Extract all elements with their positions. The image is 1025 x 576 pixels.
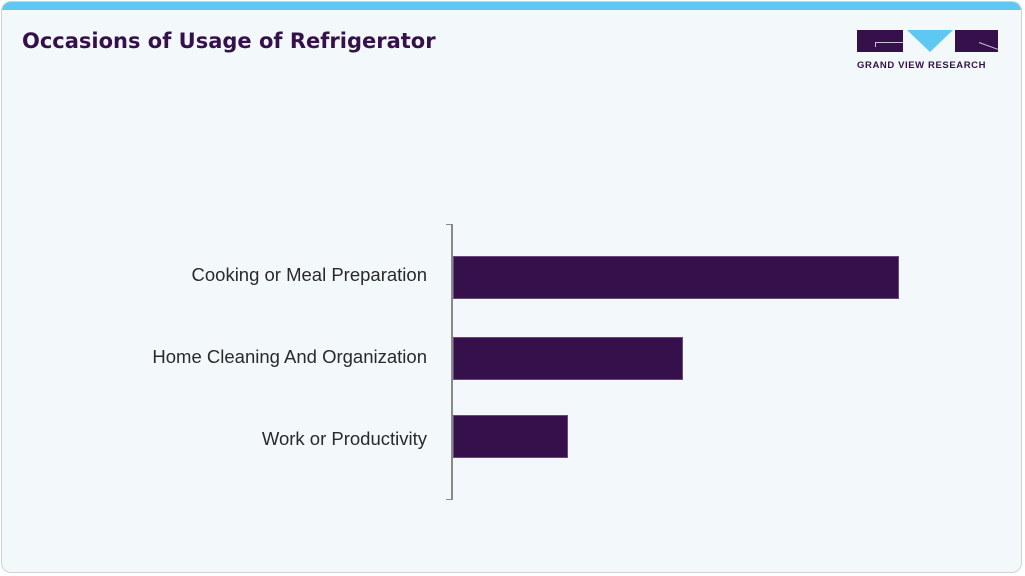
logo-g-mark xyxy=(875,42,903,43)
y-axis-tick-bottom xyxy=(446,499,452,500)
y-axis-tick-top xyxy=(446,224,452,225)
category-label: Work or Productivity xyxy=(261,428,427,449)
bar-home-cleaning-organization xyxy=(453,337,683,380)
category-label: Home Cleaning And Organization xyxy=(152,346,427,367)
logo-g-block-icon xyxy=(857,30,903,52)
grand-view-research-logo: GRAND VIEW RESEARCH xyxy=(857,30,1000,74)
category-label: Cooking or Meal Preparation xyxy=(191,264,428,285)
chart-title: Occasions of Usage of Refrigerator xyxy=(22,29,436,53)
bar-work-productivity xyxy=(453,415,568,458)
logo-text: GRAND VIEW RESEARCH xyxy=(857,60,987,71)
bar-cooking-meal-preparation xyxy=(453,256,899,299)
logo-r-block-icon xyxy=(955,30,998,52)
accent-top-bar xyxy=(2,2,1021,10)
logo-g-mark-vertical xyxy=(875,42,876,47)
logo-v-triangle-icon xyxy=(907,30,953,52)
y-axis-line xyxy=(451,224,453,500)
